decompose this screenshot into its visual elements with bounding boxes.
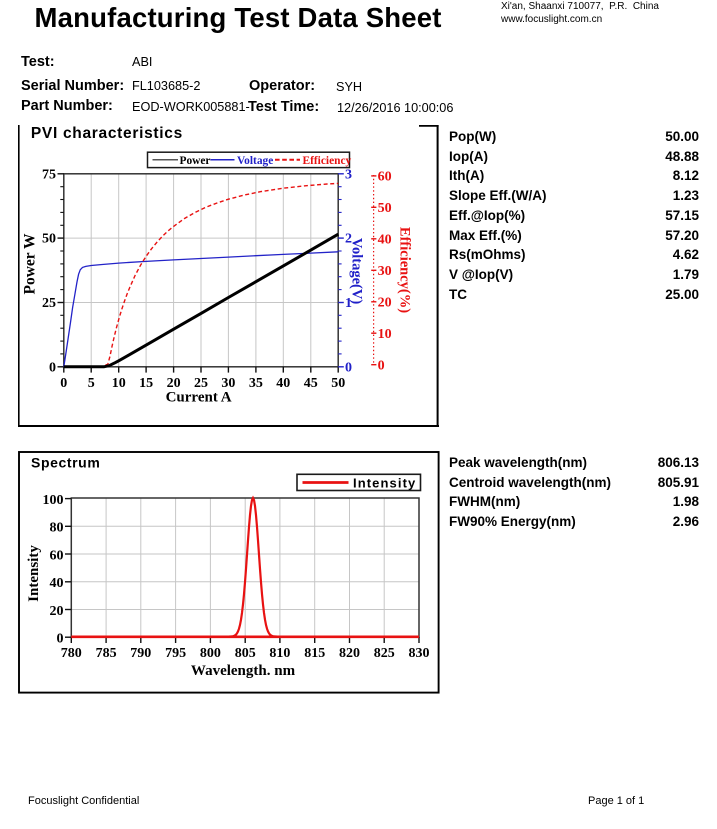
svg-text:35: 35 [249, 376, 263, 391]
svg-text:25: 25 [194, 376, 208, 391]
svg-text:30: 30 [221, 376, 235, 391]
svg-text:Current A: Current A [166, 390, 232, 406]
svg-text:0: 0 [345, 360, 352, 375]
svg-text:0: 0 [49, 360, 56, 375]
svg-text:825: 825 [374, 646, 395, 661]
svg-text:0: 0 [378, 358, 385, 373]
svg-text:20: 20 [167, 376, 181, 391]
svg-text:0: 0 [60, 376, 67, 391]
svg-text:1: 1 [345, 296, 352, 311]
svg-text:795: 795 [165, 646, 186, 661]
svg-text:30: 30 [378, 264, 392, 279]
svg-text:45: 45 [304, 376, 318, 391]
svg-text:40: 40 [378, 232, 392, 247]
svg-text:815: 815 [304, 646, 325, 661]
svg-text:40: 40 [50, 576, 64, 591]
svg-text:Voltage(V): Voltage(V) [349, 238, 365, 304]
svg-text:75: 75 [42, 167, 56, 182]
svg-text:Power: Power [180, 155, 211, 167]
svg-text:Intensity: Intensity [353, 475, 416, 490]
svg-text:785: 785 [96, 646, 117, 661]
svg-text:5: 5 [88, 376, 95, 391]
svg-text:50: 50 [378, 201, 392, 216]
svg-text:Efficiency: Efficiency [303, 155, 352, 167]
svg-text:60: 60 [50, 548, 64, 563]
svg-text:80: 80 [50, 521, 64, 536]
svg-text:2: 2 [345, 232, 352, 247]
svg-text:20: 20 [378, 295, 392, 310]
svg-text:40: 40 [276, 376, 290, 391]
svg-text:Intensity: Intensity [26, 545, 42, 602]
svg-text:0: 0 [57, 632, 64, 647]
svg-text:10: 10 [112, 376, 126, 391]
svg-text:50: 50 [331, 376, 345, 391]
svg-text:100: 100 [43, 493, 64, 508]
svg-text:15: 15 [139, 376, 153, 391]
svg-text:Spectrum: Spectrum [31, 454, 100, 470]
svg-text:820: 820 [339, 646, 360, 661]
svg-text:60: 60 [378, 170, 392, 185]
svg-text:790: 790 [130, 646, 151, 661]
svg-text:780: 780 [61, 646, 82, 661]
svg-text:3: 3 [345, 167, 352, 182]
svg-text:PVI characteristics: PVI characteristics [31, 125, 183, 142]
svg-text:Wavelength. nm: Wavelength. nm [191, 663, 296, 679]
svg-text:25: 25 [42, 296, 56, 311]
svg-text:Efficiency(%): Efficiency(%) [397, 227, 413, 313]
svg-text:20: 20 [50, 604, 64, 619]
svg-text:10: 10 [378, 327, 392, 342]
svg-text:Voltage: Voltage [237, 155, 273, 167]
svg-text:50: 50 [42, 232, 56, 247]
svg-text:800: 800 [200, 646, 221, 661]
svg-text:Power W: Power W [22, 233, 39, 294]
svg-text:810: 810 [269, 646, 290, 661]
svg-text:805: 805 [235, 646, 256, 661]
svg-text:830: 830 [409, 646, 430, 661]
